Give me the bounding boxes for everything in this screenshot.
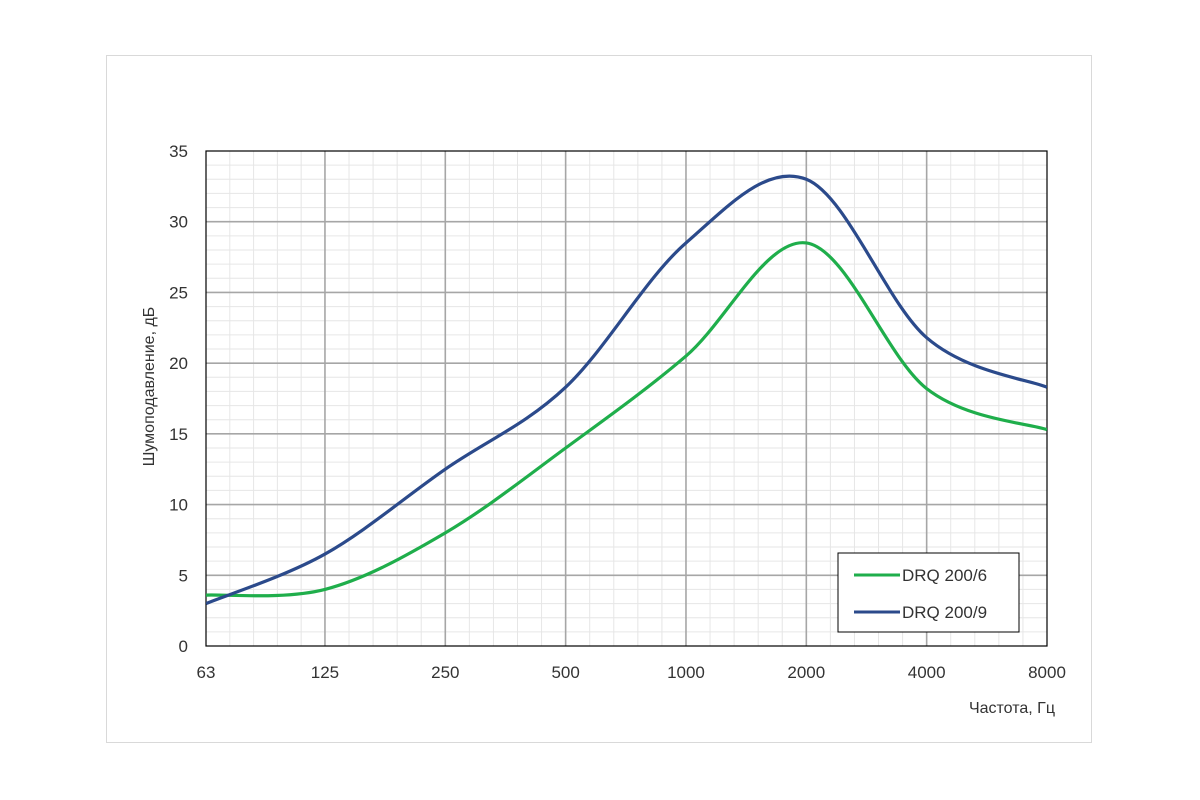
plot-area-border (205, 150, 1048, 647)
y-tick-label: 30 (169, 213, 188, 232)
series-line-drq-200-9 (206, 174, 1047, 606)
series-layer (206, 174, 1047, 606)
x-tick-label: 2000 (787, 663, 825, 682)
legend-label-drq-200-6: DRQ 200/6 (902, 566, 987, 585)
x-tick-label: 500 (551, 663, 579, 682)
y-tick-label: 0 (179, 637, 188, 656)
y-tick-label: 20 (169, 354, 188, 373)
x-tick-label: 125 (311, 663, 339, 682)
legend-label-drq-200-9: DRQ 200/9 (902, 603, 987, 622)
x-axis-title: Частота, Гц (969, 700, 1055, 717)
y-tick-labels: 0 5 10 15 20 25 30 35 (169, 142, 188, 656)
legend: DRQ 200/6 DRQ 200/9 (837, 552, 1020, 633)
minor-grid (206, 151, 1047, 646)
y-tick-label: 5 (179, 566, 188, 585)
x-tick-label: 250 (431, 663, 459, 682)
series-line-drq-200-6 (206, 241, 1047, 598)
x-tick-label: 1000 (667, 663, 705, 682)
x-tick-label: 63 (197, 663, 216, 682)
x-tick-label: 4000 (908, 663, 946, 682)
y-tick-label: 10 (169, 496, 188, 515)
major-grid (206, 151, 1047, 646)
x-tick-label: 8000 (1028, 663, 1066, 682)
y-tick-label: 35 (169, 142, 188, 161)
y-tick-label: 15 (169, 425, 188, 444)
x-tick-labels: 63 125 250 500 1000 2000 4000 8000 (197, 663, 1066, 682)
y-tick-label: 25 (169, 283, 188, 302)
legend-box (837, 552, 1020, 633)
y-axis-title: Шумоподавление, дБ (141, 307, 158, 467)
